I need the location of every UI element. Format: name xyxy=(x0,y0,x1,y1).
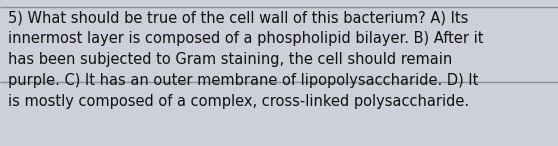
Text: 5) What should be true of the cell wall of this bacterium? A) Its
innermost laye: 5) What should be true of the cell wall … xyxy=(8,10,484,109)
